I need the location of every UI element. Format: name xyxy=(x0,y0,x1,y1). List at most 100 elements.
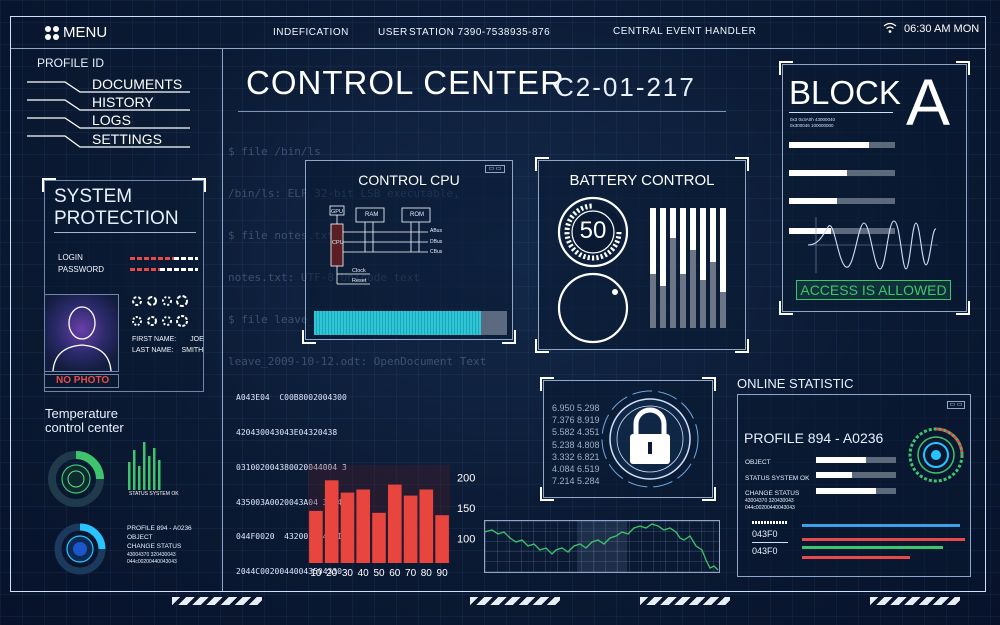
top-border xyxy=(10,16,985,17)
online-stat-labels: OBJECT STATUS SYSTEM OK CHANGE STATUS xyxy=(745,459,810,497)
battery-bar-level xyxy=(720,292,726,328)
block-bar-fill xyxy=(789,228,832,234)
avatar-silhouette-icon xyxy=(52,306,112,372)
password-field[interactable] xyxy=(130,268,160,271)
online-color-bar xyxy=(802,556,910,559)
control-cpu-title: CONTROL CPU xyxy=(358,172,460,188)
right-border xyxy=(985,16,986,592)
online-color-bar xyxy=(802,546,944,549)
chart-bar xyxy=(388,484,402,563)
bar-chart: 10 20 30 40 50 60 70 80 90 200 150 100 xyxy=(308,465,475,579)
system-protection-title: SYSTEM PROTECTION xyxy=(54,186,179,229)
chart-x-tick-label: 50 xyxy=(373,568,385,579)
corner-mark xyxy=(779,61,793,75)
cpu-load-bar xyxy=(314,311,481,335)
dbus-label: DBus xyxy=(430,239,443,245)
cpu-load-bar-rest xyxy=(481,311,507,335)
signal-wave xyxy=(808,217,938,273)
battery-bar-level xyxy=(650,274,656,328)
battery-bar-level xyxy=(660,286,666,328)
battery-bar-level xyxy=(690,250,696,328)
battery-bar-level xyxy=(680,274,686,328)
central-event-label[interactable]: CENTRAL EVENT HANDLER xyxy=(613,26,757,37)
clock-label: Clock xyxy=(352,268,366,274)
battery-bar-level xyxy=(700,280,706,328)
page-code: C2-01-217 xyxy=(555,72,696,102)
bottom-hatch-strip xyxy=(172,597,262,605)
sidebar-divider xyxy=(222,48,223,591)
sidebar-id-label: ID xyxy=(92,56,104,70)
chart-y-tick-label: 200 xyxy=(457,472,475,484)
block-tiny-text: 0x3 0x3A0h 43000040 0x300046 100000000 xyxy=(790,117,836,128)
battery-bar xyxy=(680,208,686,328)
battery-bar xyxy=(660,208,666,328)
battery-bar xyxy=(720,208,726,328)
chart-bar xyxy=(340,492,355,563)
login-field[interactable] xyxy=(130,257,174,260)
chart-bar xyxy=(403,495,418,563)
cpu-diagram xyxy=(329,205,431,285)
chart-x-tick-label: 10 xyxy=(310,568,322,579)
chart-x-tick-label: 80 xyxy=(421,568,433,579)
chart-x-tick-label: 20 xyxy=(326,568,338,579)
sidebar-item-logs[interactable]: LOGS xyxy=(92,112,131,128)
online-code-b: 043F0 xyxy=(752,546,778,556)
corner-mark xyxy=(540,377,554,391)
battery-value: 50 xyxy=(579,217,607,244)
page-title: CONTROL CENTER xyxy=(246,64,565,101)
block-bar-fill xyxy=(789,170,848,176)
window-controls-icon[interactable]: ▭ ▭ xyxy=(947,401,965,409)
gpu-label: GPU xyxy=(331,209,343,215)
menu-button[interactable]: MENU xyxy=(44,24,107,41)
cpu-label: CPU xyxy=(332,240,344,246)
temperature-info: PROFILE 894 - A0236 OBJECT CHANGE STATUS… xyxy=(127,525,192,565)
corner-mark xyxy=(302,330,316,344)
first-name-row: FIRST NAME: JOE xyxy=(132,336,204,343)
temperature-title: Temperature control center xyxy=(45,406,124,435)
temperature-gauge-green xyxy=(48,451,104,507)
corner-mark xyxy=(956,301,970,315)
divider xyxy=(789,112,893,113)
window-controls-icon[interactable]: ▭ ▭ xyxy=(485,165,505,173)
online-status-gauge xyxy=(908,427,964,483)
battery-level-bars xyxy=(650,208,728,328)
title-underline xyxy=(238,111,726,112)
chart-x-tick-label: 40 xyxy=(358,568,370,579)
sidebar-item-documents[interactable]: DOCUMENTS xyxy=(92,76,183,92)
online-profile-label: PROFILE 894 - A0236 xyxy=(744,430,884,446)
online-statistic-title: ONLINE STATISTIC xyxy=(737,376,854,391)
battery-bar xyxy=(650,208,656,328)
left-border xyxy=(10,16,11,592)
chart-bar xyxy=(435,515,449,563)
chart-bar xyxy=(419,489,434,563)
block-bar-fill xyxy=(789,198,837,204)
station-label: STATION 7390-7538935-876 xyxy=(409,27,551,38)
corner-mark xyxy=(502,330,516,344)
sidebar-item-history[interactable]: HISTORY xyxy=(92,94,154,110)
tick-strip xyxy=(752,521,788,524)
online-bar-fill xyxy=(816,488,876,494)
sidebar-item-settings[interactable]: SETTINGS xyxy=(92,131,163,147)
menu-label: MENU xyxy=(63,24,108,41)
corner-mark xyxy=(535,157,549,171)
online-code-a: 043F0 xyxy=(752,529,778,539)
line-chart xyxy=(484,523,719,571)
corner-mark xyxy=(735,339,749,353)
header-divider xyxy=(10,48,985,49)
grid-dots-icon xyxy=(45,25,59,40)
avatar-photo[interactable] xyxy=(44,294,119,372)
bottom-hatch-strip xyxy=(470,597,560,605)
lock-icon[interactable] xyxy=(598,384,702,494)
corner-mark xyxy=(42,178,56,192)
login-field-rest xyxy=(174,257,198,260)
corner-mark xyxy=(192,178,206,192)
online-codes: 43004370 320430043 044c00200440043043 xyxy=(745,498,795,511)
identification-label[interactable]: INDEFICATION xyxy=(273,27,349,38)
chart-x-tick-label: 90 xyxy=(437,568,449,579)
corner-mark xyxy=(956,61,970,75)
temperature-equalizer xyxy=(128,442,161,490)
no-photo-label: NO PHOTO xyxy=(56,375,110,386)
line-chart-highlight xyxy=(577,520,627,573)
chart-bar xyxy=(372,512,386,563)
user-label[interactable]: USER xyxy=(378,27,408,38)
